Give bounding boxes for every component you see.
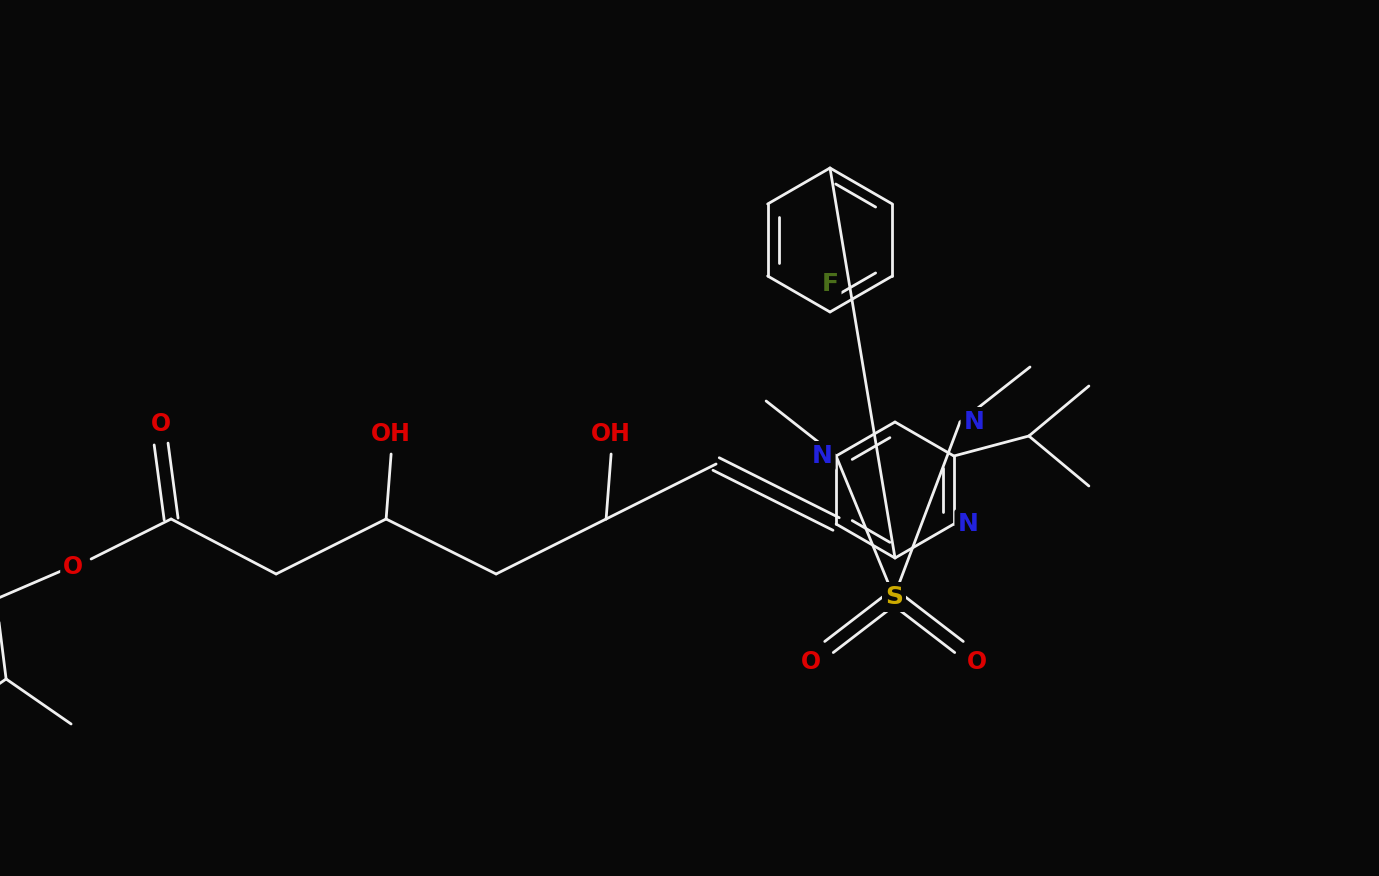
Text: OH: OH — [371, 422, 411, 446]
Text: O: O — [801, 650, 821, 674]
Text: N: N — [957, 512, 978, 536]
Text: O: O — [63, 555, 83, 579]
Text: OH: OH — [592, 422, 632, 446]
Text: S: S — [885, 585, 903, 609]
Text: O: O — [152, 412, 171, 436]
Text: O: O — [967, 650, 987, 674]
Text: N: N — [812, 444, 833, 468]
Text: N: N — [964, 410, 985, 434]
Text: F: F — [822, 272, 838, 296]
